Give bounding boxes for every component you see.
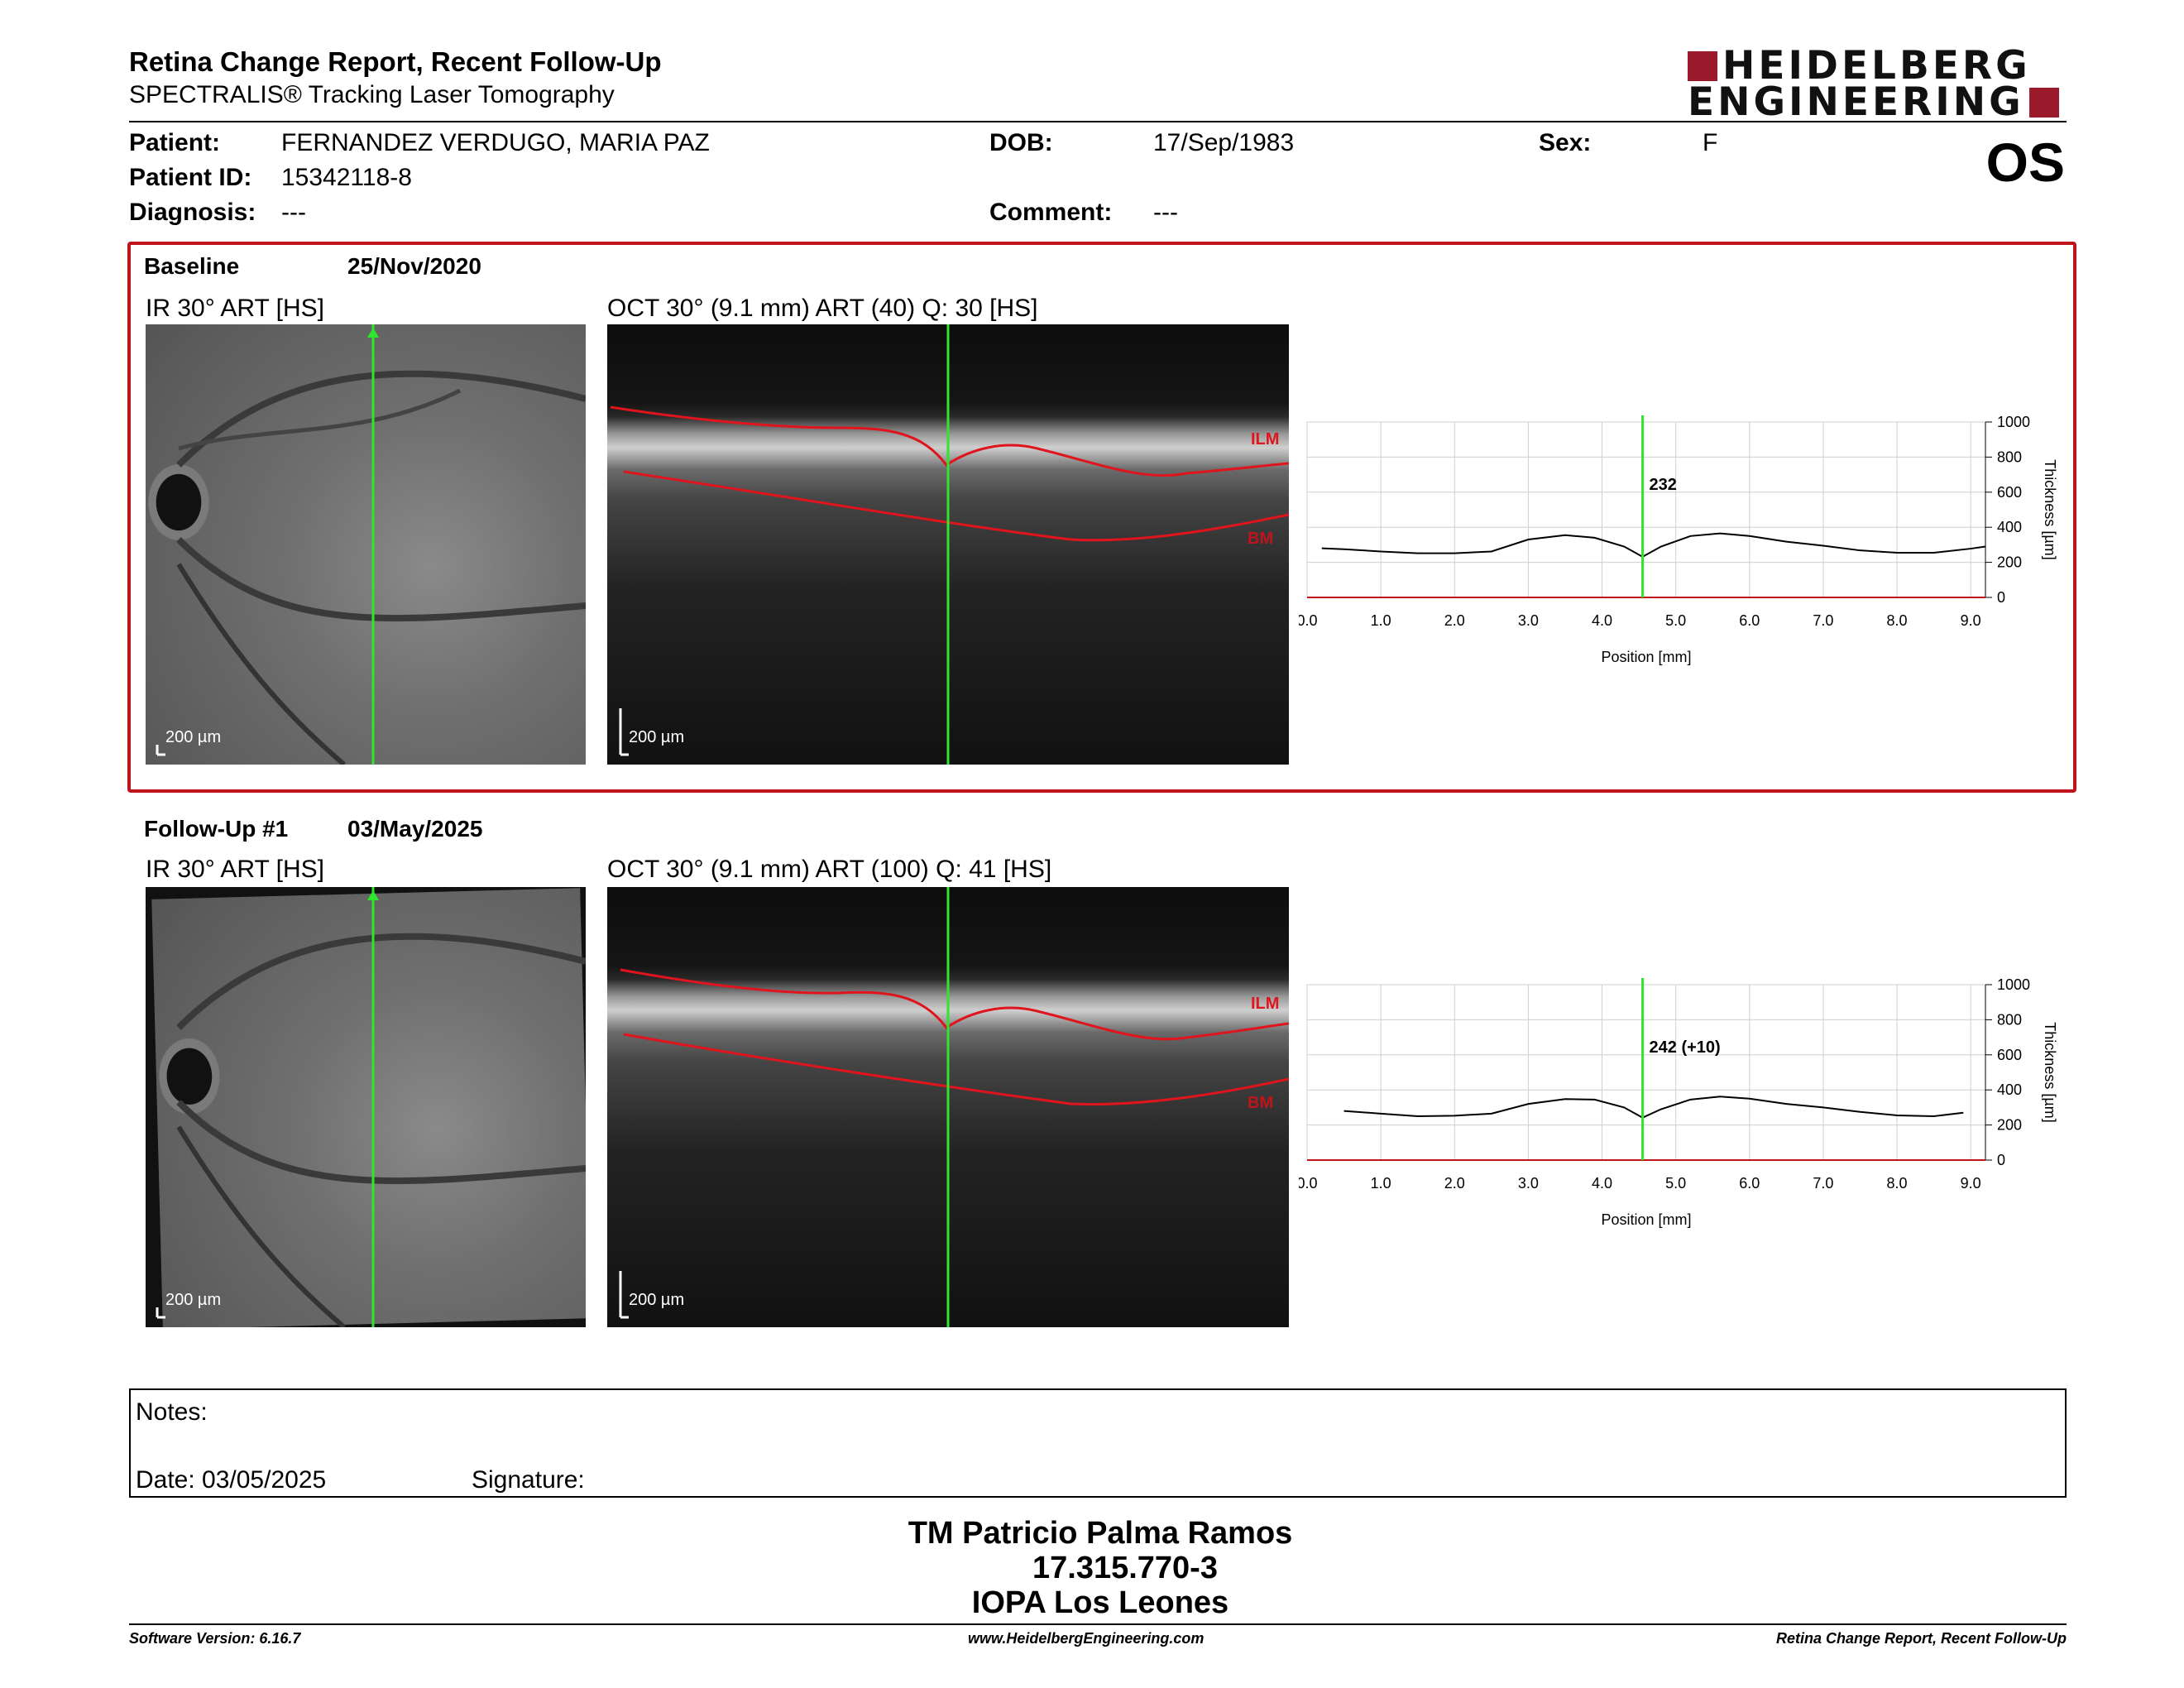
thickness-line [1321,532,1986,558]
y-tick-label: 0 [1997,1152,2005,1168]
comment-label: Comment: [989,199,1113,226]
x-tick-label: 1.0 [1371,612,1391,629]
dob-value: 17/Sep/1983 [1153,129,1295,156]
baseline-oct-image: ILM BM 200 µm [607,324,1289,765]
x-tick-label: 5.0 [1665,612,1686,629]
logo-line2: ENGINEERING [1688,79,2024,125]
marker-value-label: 232 [1650,476,1677,494]
y-tick-label: 200 [1997,1117,2022,1134]
followup-oct-title: OCT 30° (9.1 mm) ART (100) Q: 41 [HS] [607,856,1052,883]
y-tick-label: 400 [1997,519,2022,535]
x-tick-label: 4.0 [1592,1175,1612,1192]
followup-ir-title: IR 30° ART [HS] [146,856,324,883]
dob-label: DOB: [989,129,1053,156]
y-tick-label: 800 [1997,448,2022,465]
patient-id: 15342118-8 [281,164,412,191]
x-tick-label: 3.0 [1518,1175,1539,1192]
notes-box [129,1388,2067,1498]
patient-id-label: Patient ID: [129,164,252,191]
diagnosis-value: --- [281,199,306,226]
y-axis-label: Thickness [µm] [2042,459,2058,559]
followup-date: 03/May/2025 [347,816,483,842]
sex-value: F [1703,129,1718,156]
x-tick-label: 2.0 [1444,612,1465,629]
y-tick-label: 800 [1997,1011,2022,1028]
y-tick-label: 400 [1997,1081,2022,1098]
x-tick-label: 9.0 [1961,612,1981,629]
baseline-ir-title: IR 30° ART [HS] [146,295,324,322]
baseline-bm-label: BM [1248,530,1274,548]
x-tick-label: 7.0 [1813,1175,1833,1192]
header-divider [129,121,2067,122]
signer-name: TM Patricio Palma Ramos [908,1516,1293,1551]
x-tick-label: 6.0 [1739,612,1760,629]
software-version: Software Version: 6.16.7 [129,1630,301,1647]
signature-label[interactable]: Signature: [472,1466,585,1494]
x-tick-label: 0.0 [1299,612,1318,629]
x-tick-label: 0.0 [1299,1175,1318,1192]
baseline-oct-title: OCT 30° (9.1 mm) ART (40) Q: 30 [HS] [607,295,1038,322]
y-tick-label: 200 [1997,554,2022,571]
diagnosis-label: Diagnosis: [129,199,256,226]
baseline-date: 25/Nov/2020 [347,253,481,279]
x-tick-label: 3.0 [1518,612,1539,629]
followup-ilm-label: ILM [1251,995,1280,1013]
baseline-thickness-chart: 0.0 1.0 2.0 3.0 4.0 5.0 6.0 7.0 8.0 9.0 0 200 400 600… [1299,414,2058,665]
signer-id: 17.315.770-3 [1032,1551,1218,1585]
x-tick-label: 8.0 [1887,1175,1908,1192]
baseline-section-frame [127,242,2076,793]
followup-oct-scale: 200 µm [629,1291,685,1309]
baseline-oct-scale: 200 µm [629,728,685,746]
baseline-ir-scale: 200 µm [165,728,222,746]
comment-value: --- [1153,199,1178,226]
x-tick-label: 4.0 [1592,612,1612,629]
footer-divider [129,1623,2067,1625]
report-subtitle: SPECTRALIS® Tracking Laser Tomography [129,81,615,108]
website-link[interactable]: www.HeidelbergEngineering.com [968,1630,1205,1647]
x-tick-label: 8.0 [1887,612,1908,629]
followup-thickness-chart: 0.0 1.0 2.0 3.0 4.0 5.0 6.0 7.0 8.0 9.0 0 200 400 600… [1299,976,2058,1228]
y-axis-label: Thickness [µm] [2042,1022,2058,1122]
notes-date: Date: 03/05/2025 [136,1466,327,1494]
x-tick-label: 6.0 [1739,1175,1760,1192]
sex-label: Sex: [1539,129,1592,156]
signer-institution: IOPA Los Leones [971,1585,1229,1620]
baseline-label: Baseline [144,253,240,279]
logo-line1: HEIDELBERG [1722,43,2031,89]
followup-oct-image: ILM BM 200 µm [607,887,1289,1327]
logo-square-icon [2028,87,2059,117]
x-axis-label: Position [mm] [1601,649,1691,665]
x-tick-label: 9.0 [1961,1175,1981,1192]
x-tick-label: 1.0 [1371,1175,1391,1192]
eye-indicator: OS [1985,132,2065,193]
y-tick-label: 600 [1997,484,2022,501]
y-tick-label: 0 [1997,589,2005,606]
x-axis-label: Position [mm] [1601,1211,1691,1228]
followup-ir-image: 200 µm [146,887,586,1327]
patient-name: FERNANDEZ VERDUGO, MARIA PAZ [281,129,710,156]
y-tick-label: 600 [1997,1047,2022,1063]
logo-square-icon [1688,50,1717,81]
y-tick-label: 1000 [1997,414,2030,430]
marker-value-label: 242 (+10) [1650,1038,1721,1057]
baseline-ilm-label: ILM [1251,430,1280,448]
followup-label: Follow-Up #1 [144,816,289,842]
patient-label: Patient: [129,129,221,156]
followup-bm-label: BM [1248,1094,1274,1112]
baseline-ir-image: 200 µm [146,324,586,765]
followup-ir-scale: 200 µm [165,1291,222,1309]
x-tick-label: 5.0 [1665,1175,1686,1192]
x-tick-label: 7.0 [1813,612,1833,629]
report-title: Retina Change Report, Recent Follow-Up [129,46,662,77]
thickness-line [1343,1096,1964,1119]
x-tick-label: 2.0 [1444,1175,1465,1192]
notes-label: Notes: [136,1398,208,1426]
y-tick-label: 1000 [1997,976,2030,993]
footer-report-title: Retina Change Report, Recent Follow-Up [1775,1630,2067,1647]
